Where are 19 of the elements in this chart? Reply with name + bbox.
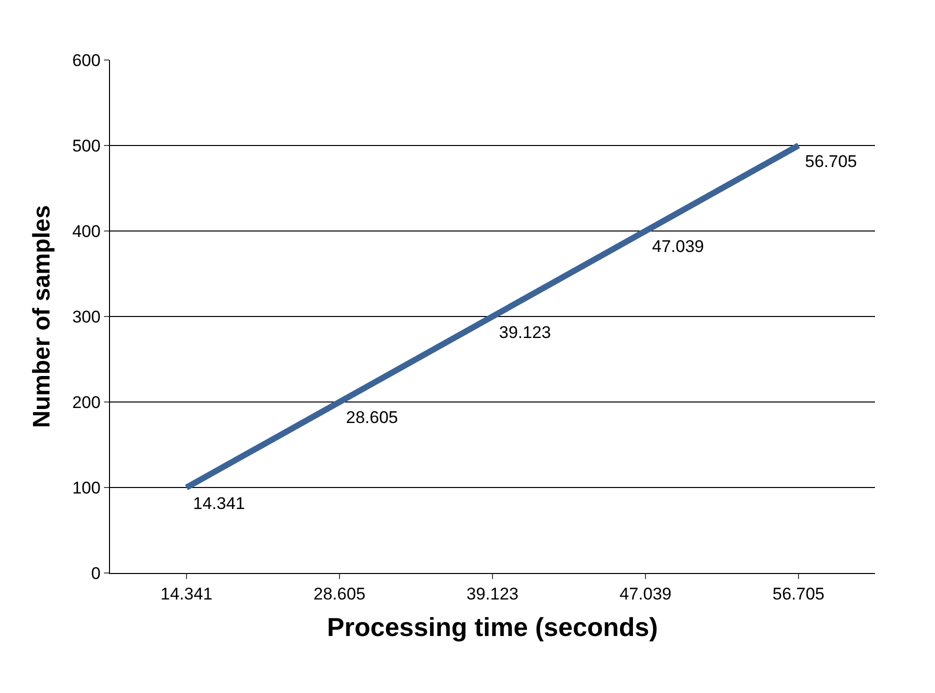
y-tick-label: 300 — [72, 307, 101, 326]
y-tick-label: 500 — [72, 136, 101, 156]
y-tick-label: 600 — [72, 50, 101, 70]
y-axis-title: Number of samples — [28, 205, 56, 428]
x-tick-label: 14.341 — [160, 584, 212, 604]
x-tick-label: 56.705 — [772, 584, 824, 604]
x-tick-label: 28.605 — [314, 584, 366, 604]
annotation: 47.039 — [652, 237, 704, 256]
y-tick-label: 400 — [72, 222, 101, 241]
y-tick-label: 100 — [72, 478, 101, 498]
x-tick-label: 39.123 — [466, 584, 518, 604]
annotation: 56.705 — [805, 152, 857, 171]
annotation: 14.341 — [193, 494, 245, 513]
annotation: 28.605 — [346, 408, 398, 427]
y-tick-label: 200 — [72, 392, 101, 412]
annotation: 39.123 — [499, 323, 551, 342]
x-axis-title: Processing time (seconds) — [327, 612, 658, 642]
x-tick-label: 47.039 — [620, 584, 672, 604]
y-tick-label: 0 — [91, 564, 101, 583]
